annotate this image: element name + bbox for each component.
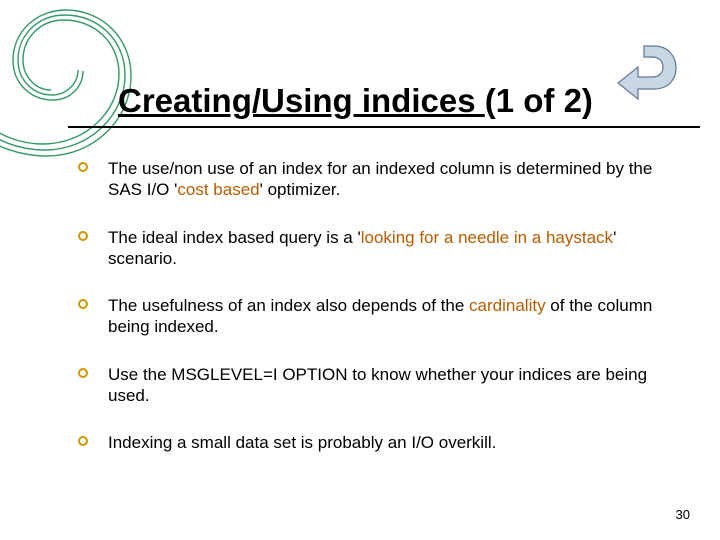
bullet-text: Indexing a small data set is probably an… [108,432,672,453]
slide-title-block: Creating/Using indices (1 of 2) [118,82,680,128]
accent-text: looking for a needle in a haystack [361,228,613,247]
bullet-marker-icon [78,162,88,172]
bullet-item: Indexing a small data set is probably an… [78,432,672,453]
title-underlined-part: Creating/Using indices [118,82,485,119]
bullet-text: The use/non use of an index for an index… [108,158,672,201]
bullet-marker-icon [78,299,88,309]
bullet-text: The usefulness of an index also depends … [108,295,672,338]
bullet-marker-icon [78,436,88,446]
slide-title: Creating/Using indices (1 of 2) [118,82,680,120]
title-plain-part: (1 of 2) [485,82,593,119]
accent-text: cardinality [469,296,546,315]
bullet-text: The ideal index based query is a 'lookin… [108,227,672,270]
bullet-item: Use the MSGLEVEL=I OPTION to know whethe… [78,364,672,407]
page-number: 30 [676,507,690,522]
bullet-item: The usefulness of an index also depends … [78,295,672,338]
slide: Creating/Using indices (1 of 2) The use/… [0,0,720,540]
bullet-item: The use/non use of an index for an index… [78,158,672,201]
bullet-marker-icon [78,231,88,241]
bullet-marker-icon [78,368,88,378]
bullet-text: Use the MSGLEVEL=I OPTION to know whethe… [108,364,672,407]
bullet-item: The ideal index based query is a 'lookin… [78,227,672,270]
title-underline-rule [68,126,700,128]
corner-swirl-decoration [0,0,140,160]
accent-text: cost based [177,180,259,199]
bullet-list: The use/non use of an index for an index… [78,158,672,479]
